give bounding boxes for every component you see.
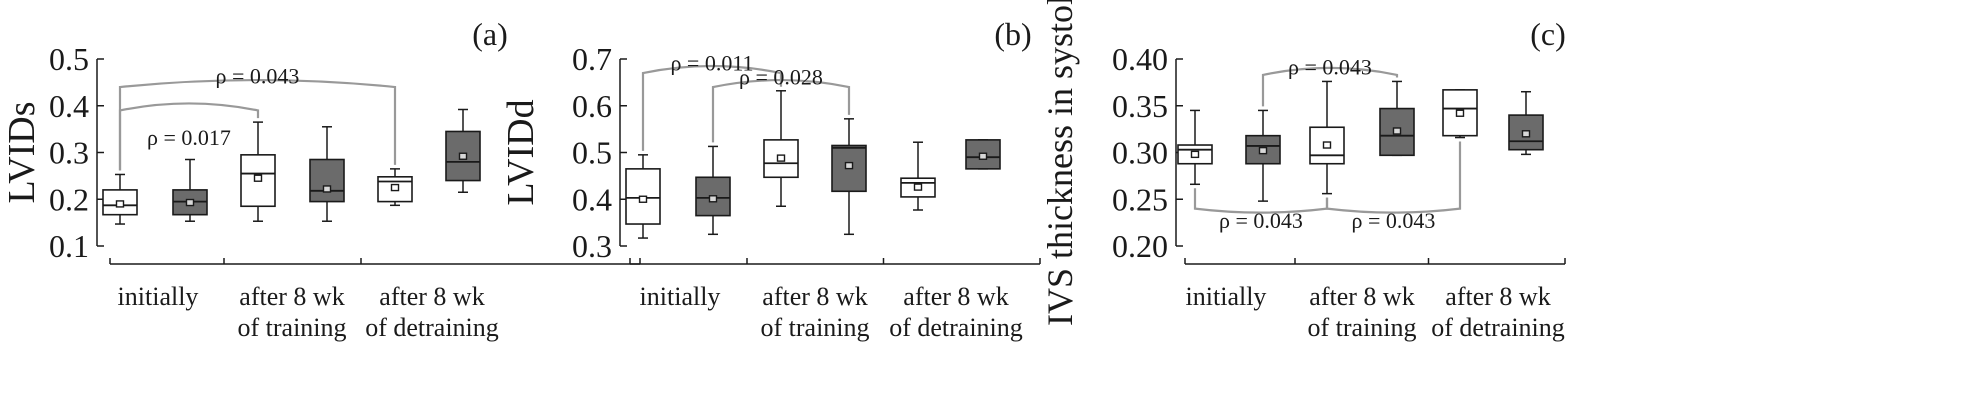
box-5 bbox=[445, 108, 481, 193]
x-category-label: of training bbox=[760, 313, 869, 342]
y-tick-label: 0.4 bbox=[572, 181, 612, 217]
box-0 bbox=[102, 173, 138, 225]
y-tick-label: 0.7 bbox=[572, 41, 612, 77]
significance-bracket bbox=[711, 78, 851, 143]
box-mean-marker bbox=[638, 195, 648, 203]
x-category-label: of detraining bbox=[1431, 313, 1565, 342]
box-mean-marker bbox=[185, 198, 195, 207]
box-3 bbox=[1379, 80, 1415, 157]
x-category-label: after 8 wk bbox=[1309, 282, 1414, 311]
significance-bracket bbox=[641, 64, 783, 151]
box-5 bbox=[965, 139, 1001, 170]
box-iqr bbox=[763, 139, 799, 179]
x-category-label: after 8 wk bbox=[1445, 282, 1550, 311]
significance-bracket bbox=[1261, 66, 1399, 107]
box-iqr bbox=[1245, 134, 1281, 165]
p-value-label: ρ = 0.028 bbox=[739, 64, 823, 89]
x-category-label: after 8 wk bbox=[903, 282, 1008, 311]
y-tick-label: 0.20 bbox=[1112, 228, 1168, 264]
y-tick-label: 0.5 bbox=[572, 135, 612, 171]
y-axis-title: IVS thickness in systole bbox=[1040, 0, 1080, 326]
panel-label: (c) bbox=[1530, 16, 1566, 52]
p-value-label: ρ = 0.011 bbox=[670, 50, 753, 75]
panel-label: (a) bbox=[472, 16, 508, 52]
box-mean-marker bbox=[1258, 146, 1268, 155]
box-mean-marker bbox=[1392, 127, 1402, 135]
y-tick-label: 0.25 bbox=[1112, 181, 1168, 217]
box-mean-marker bbox=[776, 154, 786, 162]
x-category-label: initially bbox=[1186, 282, 1267, 311]
y-tick-label: 0.40 bbox=[1112, 41, 1168, 77]
y-tick-label: 0.30 bbox=[1112, 135, 1168, 171]
box-3 bbox=[309, 126, 345, 222]
chart-panel-b: 0.7 0.6 0.5 0.4 0.3 LVIDd (b) initially after 8 … bbox=[500, 16, 1041, 342]
p-value-label: ρ = 0.043 bbox=[1219, 208, 1303, 233]
panel-label: (b) bbox=[994, 16, 1031, 52]
x-category-label: after 8 wk bbox=[379, 282, 484, 311]
box-1 bbox=[172, 158, 208, 222]
box-2 bbox=[763, 90, 799, 208]
box-mean-marker bbox=[253, 174, 263, 182]
significance-bracket bbox=[118, 78, 397, 171]
x-category-label: initially bbox=[118, 282, 199, 311]
chart-panel-c: 0.40 0.35 0.30 0.25 0.20 IVS thickness in sys… bbox=[1040, 0, 1566, 342]
box-mean-marker bbox=[458, 152, 468, 160]
x-category-label: of training bbox=[237, 313, 346, 342]
box-mean-marker bbox=[390, 183, 400, 192]
x-category-label: initially bbox=[640, 282, 721, 311]
p-value-label: ρ = 0.017 bbox=[147, 125, 231, 150]
box-mean-marker bbox=[115, 200, 125, 208]
box-iqr bbox=[309, 158, 345, 203]
box-0 bbox=[1177, 109, 1213, 186]
p-value-label: ρ = 0.043 bbox=[1352, 208, 1436, 233]
y-tick-label: 0.4 bbox=[49, 88, 89, 124]
x-category-label: after 8 wk bbox=[762, 282, 867, 311]
box-mean-marker bbox=[844, 161, 854, 170]
y-tick-label: 0.2 bbox=[49, 181, 89, 217]
x-category-label: of training bbox=[1307, 313, 1416, 342]
box-4 bbox=[377, 168, 413, 207]
y-tick-label: 0.3 bbox=[49, 135, 89, 171]
box-4 bbox=[900, 141, 936, 211]
box-3 bbox=[831, 118, 867, 236]
box-1 bbox=[695, 145, 731, 236]
p-value-label: ρ = 0.043 bbox=[216, 63, 300, 88]
significance-bracket bbox=[1325, 141, 1462, 214]
y-tick-label: 0.5 bbox=[49, 41, 89, 77]
box-1 bbox=[1245, 109, 1281, 202]
box-2 bbox=[1309, 80, 1345, 195]
box-mean-marker bbox=[1455, 109, 1465, 117]
p-value-label: ρ = 0.043 bbox=[1288, 54, 1372, 79]
y-tick-label: 0.6 bbox=[572, 88, 612, 124]
box-2 bbox=[240, 121, 276, 222]
box-mean-marker bbox=[1521, 130, 1531, 138]
box-4 bbox=[1442, 89, 1478, 139]
box-0 bbox=[625, 154, 661, 239]
y-axis-title: LVIDd bbox=[500, 99, 542, 205]
box-mean-marker bbox=[1322, 141, 1332, 149]
significance-bracket bbox=[1193, 188, 1329, 214]
box-mean-marker bbox=[1190, 150, 1200, 159]
y-tick-label: 0.1 bbox=[49, 228, 89, 264]
box-iqr bbox=[1508, 114, 1544, 151]
y-axis-title: LVIDs bbox=[1, 101, 43, 203]
box-5 bbox=[1508, 90, 1544, 156]
box-mean-marker bbox=[913, 183, 923, 191]
y-tick-label: 0.35 bbox=[1112, 88, 1168, 124]
x-category-label: of detraining bbox=[889, 313, 1023, 342]
box-mean-marker bbox=[978, 152, 988, 160]
box-mean-marker bbox=[708, 195, 718, 203]
significance-bracket bbox=[118, 102, 260, 171]
box-mean-marker bbox=[322, 185, 332, 193]
x-category-label: of detraining bbox=[365, 313, 499, 342]
x-category-label: after 8 wk bbox=[239, 282, 344, 311]
y-tick-label: 0.3 bbox=[572, 228, 612, 264]
